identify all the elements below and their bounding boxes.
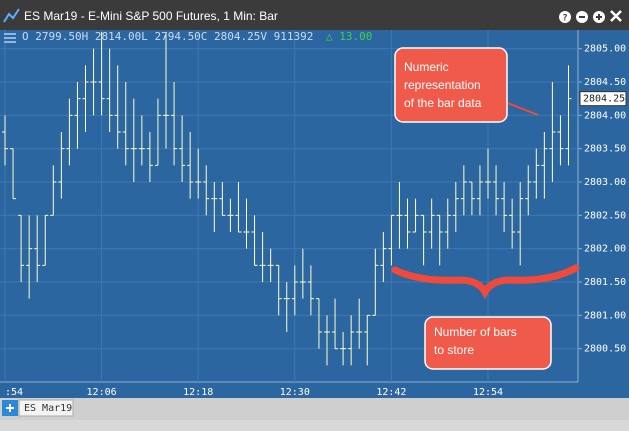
window-buttons[interactable]: ?: [559, 10, 622, 24]
title-bar: [0, 0, 629, 30]
app-icon: [3, 8, 20, 23]
annotation-box: [394, 47, 508, 123]
window-title: ES Mar19 - E-Mini S&P 500 Futures, 1 Min…: [24, 9, 278, 23]
ohlc-info: O 2799.50H 2814.00L 2794.50C 2804.25V 91…: [22, 30, 313, 43]
annotation-text: to store: [434, 343, 474, 357]
help-glyph: ?: [562, 14, 567, 24]
annotation-text: of the bar data: [404, 96, 482, 110]
annotation-text: Numeric: [404, 60, 449, 74]
y-tick-label: 2802.00: [584, 244, 626, 255]
symbol-tab[interactable]: [18, 399, 74, 417]
menu-icon[interactable]: [4, 33, 16, 43]
add-glyph: [6, 404, 14, 412]
y-tick-label: 2802.50: [584, 210, 626, 221]
minimize-glyph: [579, 16, 585, 18]
last-price-box: [579, 91, 627, 107]
x-tick-label: 12:18: [183, 387, 213, 398]
annotation-box: [424, 316, 552, 370]
tab-label: ES Mar19: [24, 403, 72, 414]
x-tick-label: 12:06: [87, 387, 117, 398]
y-tick-label: 2803.50: [584, 144, 626, 155]
annotation-text: Number of bars: [434, 325, 517, 339]
last-price-label: 2804.25: [583, 94, 625, 105]
y-tick-label: 2800.50: [584, 344, 626, 355]
y-tick-label: 2804.50: [584, 77, 626, 88]
x-tick-label: 12:54: [473, 387, 503, 398]
y-tick-label: 2801.50: [584, 277, 626, 288]
maximize-glyph: [596, 14, 602, 20]
x-tick-label: 12:42: [376, 387, 406, 398]
y-tick-label: 2804.00: [584, 110, 626, 121]
x-tick-label: 12:30: [280, 387, 310, 398]
close-button[interactable]: [610, 10, 622, 22]
tab-bar: [0, 398, 629, 420]
change-info: △ 13.00: [326, 30, 372, 43]
help-button[interactable]: [559, 11, 571, 23]
annotation-text: representation: [404, 78, 481, 92]
y-tick-label: 2803.00: [584, 177, 626, 188]
y-tick-label: 2805.00: [584, 44, 626, 55]
x-tick-label: :54: [5, 387, 23, 398]
y-tick-label: 2801.00: [584, 310, 626, 321]
brace-annotation: [391, 264, 580, 299]
